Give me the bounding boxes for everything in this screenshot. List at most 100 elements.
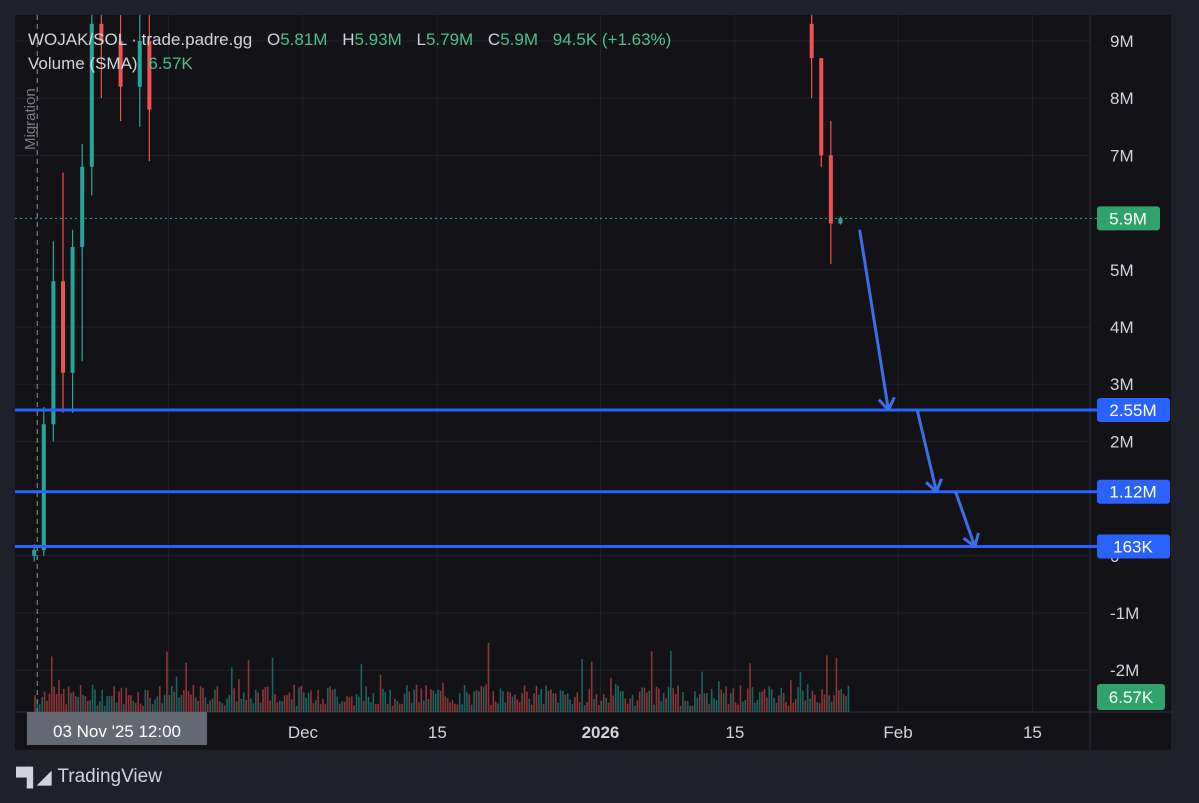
footer: ▀▌◢ TradingView — [16, 766, 162, 788]
volume-bar — [766, 697, 768, 712]
volume-bar — [802, 690, 804, 712]
volume-bar — [79, 684, 82, 712]
volume-bar — [233, 688, 235, 712]
volume-bar — [703, 693, 706, 712]
change-value: 94.5K (+1.63%) — [552, 30, 672, 49]
brand-label[interactable]: TradingView — [57, 766, 162, 787]
volume-bar — [65, 704, 67, 712]
volume-bar — [194, 697, 197, 712]
volume-bar — [430, 689, 432, 712]
volume-bar — [485, 684, 487, 712]
volume-bar — [377, 704, 379, 712]
volume-bar — [708, 703, 711, 712]
volume-bar — [665, 698, 667, 712]
volume-bar — [53, 686, 55, 712]
volume-bar — [41, 696, 43, 712]
volume-bar — [187, 691, 190, 712]
volume-bar — [516, 699, 519, 712]
volume-tag-label: 6.57K — [1109, 688, 1154, 707]
volume-bar — [482, 686, 485, 712]
volume-bar — [682, 692, 684, 712]
volume-bar — [276, 702, 279, 712]
volume-bar — [372, 693, 375, 712]
volume-bar — [660, 701, 663, 712]
volume-bar — [96, 705, 99, 712]
volume-bar — [722, 693, 725, 712]
volume-bar — [230, 667, 233, 712]
high-value: 5.93M — [354, 30, 402, 49]
volume-bar — [590, 661, 593, 712]
volume-bar — [331, 689, 334, 712]
volume-bar — [569, 699, 571, 712]
candle-body — [819, 58, 824, 156]
volume-bar — [362, 700, 365, 712]
volume-bar — [454, 703, 456, 712]
y-tick-label: 9M — [1110, 32, 1134, 51]
volume-bar — [84, 696, 87, 712]
volume-bar — [437, 689, 439, 712]
volume-bar — [353, 705, 355, 712]
volume-bar — [809, 698, 811, 712]
cursor-time-tag — [27, 712, 207, 745]
volume-bar — [283, 695, 286, 712]
volume-label: Volume (SMA) — [28, 54, 138, 73]
volume-bar — [490, 704, 492, 712]
volume-bar — [814, 694, 816, 712]
volume-bar — [139, 703, 142, 712]
volume-bar — [214, 689, 216, 712]
volume-bar — [677, 685, 679, 712]
trend-arrow-head — [887, 396, 896, 411]
candle-body — [70, 246, 75, 373]
volume-bar — [422, 700, 425, 712]
volume-bar — [478, 691, 480, 712]
volume-bar — [780, 687, 783, 712]
volume-bar — [593, 699, 595, 712]
level-tag — [1097, 397, 1170, 422]
candle-body — [137, 41, 142, 87]
volume-bar — [326, 688, 329, 712]
low-label: L — [416, 30, 426, 49]
x-tick-label: 2026 — [582, 723, 620, 742]
volume-bar — [602, 694, 605, 712]
volume-bar — [290, 699, 293, 712]
volume-bar — [336, 696, 339, 712]
volume-bar — [845, 695, 847, 712]
volume-bar — [103, 705, 106, 712]
volume-bar — [175, 676, 178, 712]
volume-bar — [451, 699, 454, 712]
volume-bar — [317, 689, 319, 712]
volume-bar — [466, 692, 468, 712]
volume-bar — [725, 686, 727, 712]
volume-bar — [535, 685, 538, 712]
trend-arrow-head — [973, 532, 980, 547]
volume-bar — [480, 686, 483, 712]
volume-bar — [499, 688, 502, 712]
volume-bar — [782, 693, 785, 712]
candle-body — [51, 281, 56, 425]
volume-bar — [221, 703, 223, 712]
volume-bar — [449, 702, 451, 712]
chart-panel[interactable] — [15, 15, 1171, 750]
last-price-label: 5.9M — [1109, 209, 1147, 228]
volume-bar — [763, 688, 766, 712]
volume-bar — [468, 694, 471, 712]
volume-bar — [413, 689, 415, 712]
volume-bar — [840, 689, 843, 712]
x-tick-label: Feb — [883, 723, 912, 742]
volume-bar — [43, 691, 46, 712]
volume-bar — [502, 691, 504, 712]
volume-bar — [679, 705, 682, 712]
volume-bar — [334, 688, 336, 712]
trend-arrow-head — [935, 478, 943, 493]
tradingview-logo-icon[interactable]: ▀▌◢ — [16, 766, 51, 787]
volume-bar — [302, 692, 305, 712]
volume-bar — [598, 704, 600, 712]
volume-bar — [62, 688, 65, 712]
volume-bar — [415, 684, 418, 712]
volume-bar — [418, 702, 420, 712]
cursor-time-label: 03 Nov '25 12:00 — [53, 722, 181, 741]
volume-bar — [643, 687, 646, 712]
volume-bar — [89, 700, 91, 712]
volume-bar — [94, 689, 96, 712]
